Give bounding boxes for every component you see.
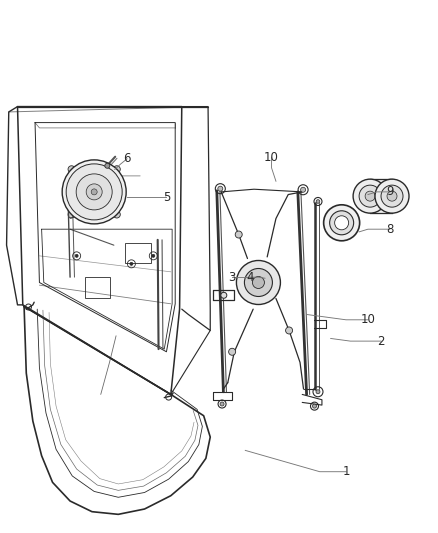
Circle shape xyxy=(75,209,78,212)
Text: 5: 5 xyxy=(163,191,170,204)
Circle shape xyxy=(252,277,265,288)
Circle shape xyxy=(113,211,120,218)
Circle shape xyxy=(237,261,280,304)
Bar xyxy=(85,277,110,298)
Circle shape xyxy=(316,390,320,394)
Text: 1: 1 xyxy=(342,465,350,478)
Text: 8: 8 xyxy=(386,223,393,236)
Circle shape xyxy=(68,211,75,218)
Circle shape xyxy=(286,327,293,334)
Circle shape xyxy=(76,174,112,210)
Circle shape xyxy=(330,211,353,235)
Circle shape xyxy=(91,189,97,195)
Text: 3: 3 xyxy=(229,271,236,284)
Circle shape xyxy=(387,191,397,201)
Circle shape xyxy=(220,402,224,406)
Circle shape xyxy=(68,166,75,173)
Circle shape xyxy=(316,200,320,203)
Circle shape xyxy=(381,185,403,207)
Circle shape xyxy=(335,216,349,230)
Bar xyxy=(125,243,151,263)
Circle shape xyxy=(359,185,381,207)
Circle shape xyxy=(113,166,120,173)
Circle shape xyxy=(375,179,409,213)
Circle shape xyxy=(353,179,387,213)
Circle shape xyxy=(365,191,375,201)
Circle shape xyxy=(229,348,236,356)
Circle shape xyxy=(75,254,78,257)
Circle shape xyxy=(86,184,102,200)
Text: 10: 10 xyxy=(264,151,279,164)
Circle shape xyxy=(62,160,126,224)
Circle shape xyxy=(235,231,242,238)
Circle shape xyxy=(312,404,317,408)
Circle shape xyxy=(105,163,110,168)
Circle shape xyxy=(218,186,223,191)
Circle shape xyxy=(324,205,360,241)
Circle shape xyxy=(66,164,122,220)
Circle shape xyxy=(152,254,155,257)
Text: 6: 6 xyxy=(123,152,131,165)
Circle shape xyxy=(130,262,133,265)
Text: 9: 9 xyxy=(386,185,394,198)
Text: 4: 4 xyxy=(246,271,254,284)
Circle shape xyxy=(221,292,227,298)
Circle shape xyxy=(300,187,306,192)
Text: 10: 10 xyxy=(360,313,375,326)
Text: 2: 2 xyxy=(377,335,385,348)
Circle shape xyxy=(244,269,272,296)
